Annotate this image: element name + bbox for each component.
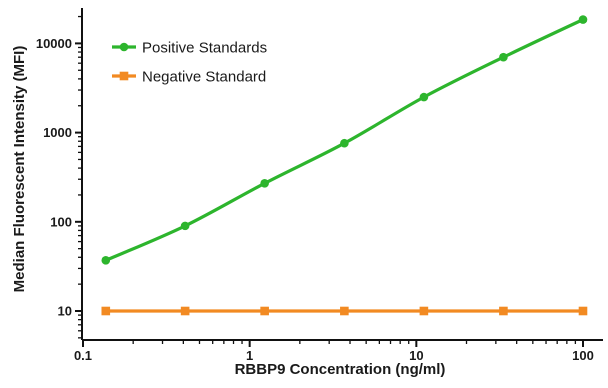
data-point — [340, 306, 349, 316]
legend-marker — [119, 42, 129, 52]
data-point — [419, 92, 429, 102]
y-tick-label: 1000 — [43, 125, 72, 140]
data-point — [180, 306, 190, 316]
data-point — [499, 306, 508, 316]
y-tick-label: 10000 — [36, 36, 72, 51]
data-point — [101, 306, 111, 316]
legend-label: Negative Standard — [142, 69, 266, 86]
x-tick-label: 1 — [246, 348, 253, 363]
y-tick-label: 10 — [58, 304, 72, 319]
data-point — [578, 306, 588, 316]
x-axis-ticks: 0.1 1 10 100 — [74, 340, 594, 363]
legend: Positive Standards Negative Standard — [112, 40, 267, 86]
data-point — [260, 179, 269, 188]
data-point — [101, 256, 111, 265]
data-point — [340, 138, 349, 148]
y-axis-ticks: 10 100 1000 10000 — [36, 15, 82, 339]
data-point — [578, 15, 588, 24]
legend-marker — [119, 71, 129, 81]
data-point — [419, 306, 429, 316]
x-tick-label: 10 — [409, 348, 423, 363]
x-tick-label: 0.1 — [74, 348, 92, 363]
x-axis-title: RBBP9 Concentration (ng/ml) — [235, 361, 446, 378]
legend-item: Negative Standard — [112, 69, 266, 86]
data-point — [260, 306, 269, 316]
legend-label: Positive Standards — [142, 40, 267, 57]
data-point — [499, 52, 508, 62]
series-1 — [101, 15, 588, 265]
y-axis-title: Median Fluorescent Intensity (MFI) — [11, 46, 28, 293]
data-point — [180, 221, 190, 231]
axes — [81, 8, 603, 341]
y-tick-label: 100 — [50, 214, 72, 229]
x-tick-label: 100 — [572, 348, 594, 363]
series-layer — [101, 15, 588, 316]
series-2 — [101, 306, 588, 316]
legend-item: Positive Standards — [112, 40, 267, 57]
